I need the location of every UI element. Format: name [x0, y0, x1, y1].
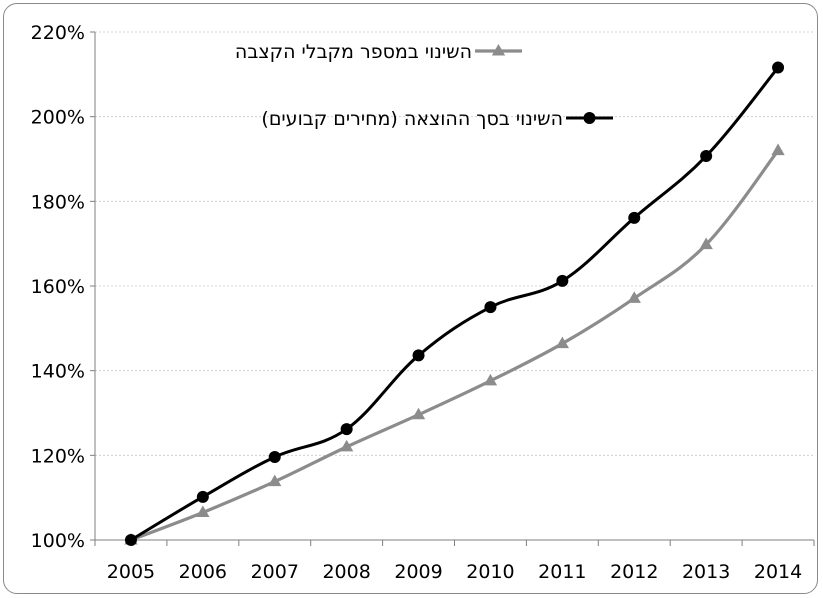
y-tick-label-180: 180%	[31, 191, 85, 213]
y-tick-label-220: 220%	[31, 22, 85, 44]
point-expenditure-2014	[772, 61, 785, 74]
point-expenditure-2012	[628, 211, 641, 224]
point-expenditure-2009	[412, 349, 425, 362]
y-tick-label-140: 140%	[31, 361, 85, 383]
x-tick-label-2012: 2012	[610, 561, 658, 583]
y-axis-ticks: 100% 120% 140% 160% 180% 200% 220%	[31, 22, 95, 552]
point-expenditure-2010	[484, 301, 497, 314]
x-axis-ticks: 2005 2006 2007 2008 2009 2010 2011 2012 2013 2014	[94, 540, 815, 583]
point-beneficiaries-2014	[771, 143, 785, 156]
point-beneficiaries-2006	[196, 505, 210, 518]
y-tick-label-120: 120%	[31, 445, 85, 467]
legend-circle-marker	[583, 112, 596, 124]
point-expenditure-2008	[340, 423, 353, 436]
series-line-expenditure	[130, 66, 780, 542]
legend-triangle-marker	[491, 44, 506, 56]
point-beneficiaries-2010	[483, 373, 498, 386]
x-tick-label-2009: 2009	[394, 561, 442, 583]
series-layer	[124, 61, 785, 546]
point-beneficiaries-2007	[268, 474, 282, 487]
point-expenditure-2011	[556, 274, 569, 287]
chart-frame	[3, 3, 818, 594]
point-expenditure-2007	[268, 451, 281, 464]
x-tick-label-2008: 2008	[322, 561, 370, 583]
x-tick-label-2013: 2013	[682, 561, 730, 583]
point-beneficiaries-2013	[699, 237, 713, 250]
point-beneficiaries-2009	[411, 407, 426, 420]
point-expenditure-2005	[124, 534, 137, 546]
series-line-beneficiaries	[130, 149, 780, 542]
y-tick-label-160: 160%	[31, 276, 85, 298]
series-expenditure	[124, 61, 785, 546]
y-tick-label-100: 100%	[31, 530, 85, 552]
x-tick-label-2005: 2005	[107, 561, 155, 583]
legend-label-expenditure: השינוי בסך ההוצאה (מחירים קבועים)	[261, 108, 563, 130]
legend-item-expenditure: השינוי בסך ההוצאה (מחירים קבועים)	[261, 108, 613, 130]
x-tick-label-2010: 2010	[466, 561, 514, 583]
point-expenditure-2006	[196, 490, 209, 503]
point-expenditure-2013	[700, 150, 713, 163]
legend-item-beneficiaries: השינוי במספר מקבלי הקצבה	[235, 41, 522, 63]
x-tick-label-2011: 2011	[538, 561, 586, 583]
legend: השינוי במספר מקבלי הקצבה השינוי בסך ההוצ…	[235, 41, 613, 130]
x-tick-label-2014: 2014	[754, 561, 802, 583]
legend-label-beneficiaries: השינוי במספר מקבלי הקצבה	[235, 41, 472, 63]
y-tick-label-200: 200%	[31, 107, 85, 129]
point-beneficiaries-2011	[555, 336, 569, 349]
x-tick-label-2006: 2006	[179, 561, 227, 583]
point-beneficiaries-2008	[340, 439, 354, 452]
point-beneficiaries-2012	[627, 291, 641, 303]
x-tick-label-2007: 2007	[251, 561, 299, 583]
